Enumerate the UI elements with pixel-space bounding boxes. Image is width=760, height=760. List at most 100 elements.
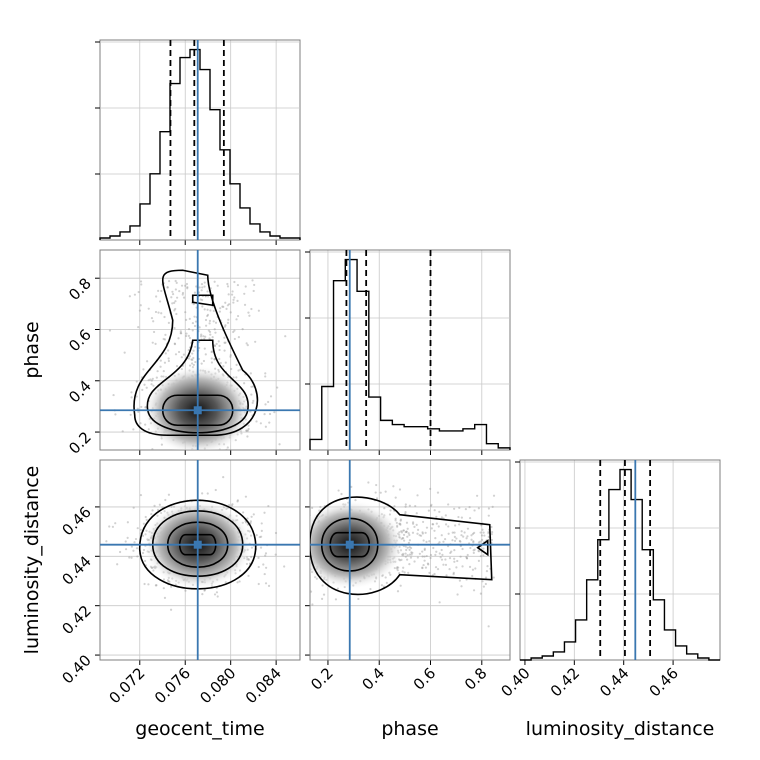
sample-point <box>409 556 413 559</box>
sample-point <box>163 596 167 599</box>
sample-point <box>421 566 424 569</box>
sample-point <box>439 556 442 559</box>
sample-point <box>452 571 455 574</box>
sample-point <box>222 365 225 368</box>
sample-point <box>218 344 221 347</box>
tick-label-x: 0.40 <box>497 664 533 700</box>
sample-point <box>187 357 191 360</box>
sample-point <box>429 487 432 490</box>
sample-point <box>173 309 176 312</box>
sample-point <box>423 547 426 550</box>
sample-point <box>306 525 308 527</box>
sample-point <box>191 358 194 361</box>
sample-point <box>274 553 277 556</box>
sample-point <box>157 289 160 292</box>
sample-point <box>401 570 404 573</box>
sample-point <box>150 512 153 516</box>
sample-point <box>410 546 413 550</box>
sample-point <box>153 504 156 507</box>
sample-point <box>321 584 324 587</box>
sample-point <box>194 360 197 364</box>
sample-point <box>194 320 198 323</box>
sample-point <box>404 552 407 555</box>
sample-point <box>421 531 424 534</box>
sample-point <box>128 295 131 298</box>
sample-point <box>180 284 184 287</box>
sample-point <box>447 503 450 506</box>
sample-point <box>214 321 218 324</box>
sample-point <box>482 531 485 534</box>
sample-point <box>177 350 181 354</box>
sample-point <box>471 532 475 535</box>
sample-point <box>236 581 239 584</box>
sample-point <box>416 494 419 497</box>
sample-point <box>473 548 476 551</box>
sample-point <box>430 527 433 530</box>
sample-point <box>105 540 108 543</box>
sample-point <box>226 304 229 307</box>
sample-point <box>430 503 433 506</box>
tick-label-y: 0.42 <box>58 602 94 638</box>
sample-point <box>232 330 235 334</box>
sample-point <box>245 342 248 345</box>
sample-point <box>191 362 194 365</box>
sample-point <box>472 589 476 592</box>
sample-point <box>243 303 247 306</box>
sample-point <box>263 511 266 514</box>
sample-point <box>118 550 122 554</box>
sample-point <box>459 540 462 543</box>
sample-point <box>201 593 204 596</box>
sample-point <box>192 349 195 352</box>
sample-point <box>411 531 415 534</box>
x-axis-label-phase: phase <box>381 718 438 740</box>
sample-point <box>442 540 445 543</box>
sample-point <box>244 495 248 498</box>
sample-point <box>468 516 472 520</box>
sample-point <box>441 553 444 556</box>
sample-point <box>154 342 157 345</box>
sample-point <box>215 342 218 346</box>
histogram-step <box>309 258 511 450</box>
sample-point <box>147 307 150 310</box>
sample-point <box>159 300 162 303</box>
sample-point <box>269 395 273 398</box>
truth-marker <box>345 540 354 549</box>
sample-point <box>308 522 310 524</box>
sample-point <box>421 566 424 570</box>
sample-point <box>209 309 212 312</box>
sample-point <box>264 554 267 557</box>
sample-point <box>320 597 324 601</box>
tick-label-x: 0.46 <box>646 664 682 700</box>
sample-point <box>472 541 475 544</box>
sample-point <box>404 511 407 514</box>
sample-point <box>307 553 309 555</box>
sample-point <box>433 529 436 532</box>
sample-point <box>454 524 457 527</box>
sample-point <box>421 550 424 553</box>
sample-point <box>399 584 402 587</box>
sample-point <box>260 535 263 538</box>
tick-label-x: 0.6 <box>410 664 440 694</box>
sample-point <box>407 532 410 535</box>
sample-point <box>255 420 258 423</box>
sample-point <box>130 556 133 559</box>
sample-point <box>462 535 465 538</box>
sample-point <box>435 550 438 553</box>
sample-point <box>453 507 456 510</box>
sample-point <box>200 283 204 286</box>
sample-point <box>210 361 214 364</box>
sample-point <box>173 342 176 345</box>
sample-point <box>421 520 425 524</box>
sample-point <box>259 546 263 549</box>
sample-point <box>154 584 158 587</box>
sample-point <box>163 361 167 364</box>
sample-point <box>411 551 414 554</box>
sample-point <box>487 530 490 534</box>
sample-point <box>425 554 428 558</box>
sample-point <box>408 533 411 537</box>
sample-point <box>184 284 187 287</box>
sample-point <box>442 563 445 566</box>
sample-point <box>228 303 231 306</box>
sample-point <box>487 507 491 510</box>
sample-point <box>200 289 203 292</box>
